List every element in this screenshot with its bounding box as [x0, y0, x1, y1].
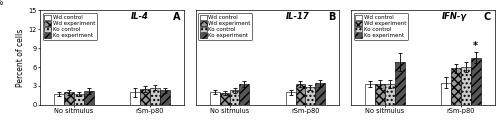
Bar: [150, 88, 160, 105]
Bar: [160, 90, 170, 105]
Bar: [220, 93, 230, 105]
Bar: [395, 62, 405, 105]
Y-axis label: Percent of cells: Percent of cells: [16, 29, 26, 87]
Bar: [240, 84, 250, 105]
Bar: [130, 92, 140, 105]
Text: %: %: [0, 0, 3, 7]
Legend: Wd control, Wd experiment, Ko control, Ko experiment: Wd control, Wd experiment, Ko control, K…: [354, 13, 408, 40]
Bar: [64, 92, 74, 105]
Bar: [461, 67, 470, 105]
Bar: [451, 68, 461, 105]
Bar: [306, 87, 315, 105]
Legend: Wd control, Wd experiment, Ko control, Ko experiment: Wd control, Wd experiment, Ko control, K…: [198, 13, 252, 40]
Legend: Wd control, Wd experiment, Ko control, Ko experiment: Wd control, Wd experiment, Ko control, K…: [43, 13, 97, 40]
Bar: [84, 91, 94, 105]
Bar: [296, 84, 306, 105]
Text: IFN-γ: IFN-γ: [442, 12, 467, 21]
Bar: [470, 58, 480, 105]
Bar: [74, 94, 84, 105]
Bar: [230, 90, 239, 105]
Text: A: A: [172, 12, 180, 22]
Text: IL-4: IL-4: [130, 12, 148, 21]
Bar: [140, 89, 150, 105]
Text: B: B: [328, 12, 336, 22]
Bar: [315, 83, 325, 105]
Text: IL-17: IL-17: [286, 12, 310, 21]
Bar: [210, 92, 220, 105]
Bar: [286, 92, 296, 105]
Bar: [376, 84, 385, 105]
Text: C: C: [484, 12, 490, 22]
Text: *: *: [473, 41, 478, 51]
Bar: [385, 84, 395, 105]
Bar: [54, 94, 64, 105]
Bar: [441, 83, 451, 105]
Bar: [366, 84, 376, 105]
